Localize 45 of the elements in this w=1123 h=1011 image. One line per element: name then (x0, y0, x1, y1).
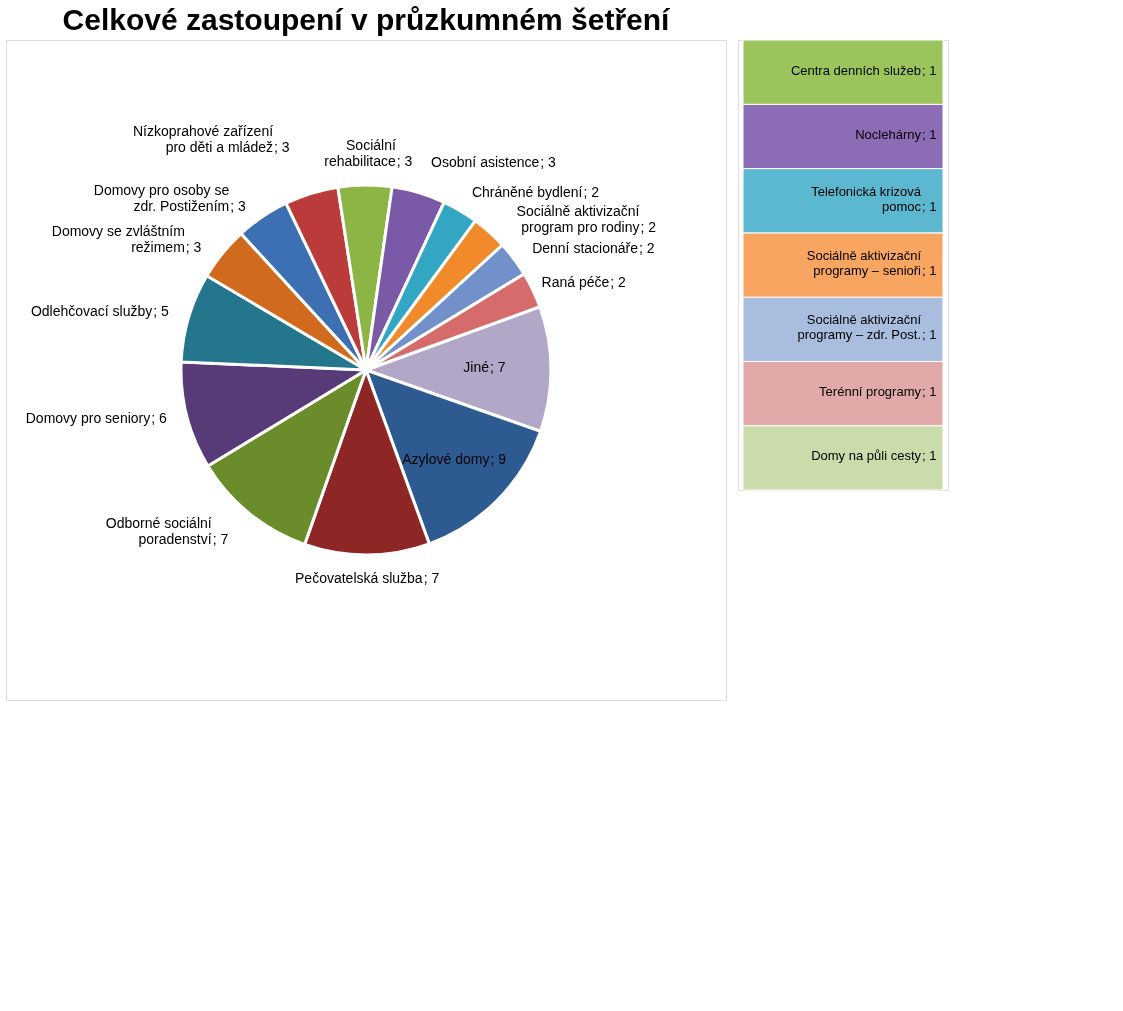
data-label: ; 6 (151, 409, 168, 426)
series-label: Centra denních služeb (790, 62, 921, 78)
data-label: ; 2 (610, 273, 627, 290)
data-label: ; 9 (490, 451, 507, 468)
series-label: Sociálně aktivizační programy – senioři (806, 248, 922, 278)
data-label: ; 1 (922, 384, 937, 400)
series-label: Noclehárny (855, 126, 922, 142)
data-label: ; 3 (540, 153, 557, 170)
slice-label: Jiné (463, 359, 490, 376)
data-label: ; 2 (640, 219, 657, 236)
data-label: ; 1 (922, 62, 937, 78)
data-label: ; 3 (274, 138, 290, 155)
slice-label: Osobní asistence (431, 153, 540, 170)
data-label: ; 1 (922, 126, 937, 142)
series-label: Sociálně aktivizační programy – zdr. Post. (797, 312, 922, 343)
data-label: ; 7 (490, 359, 506, 376)
slice-label: Pečovatelská služba (295, 570, 423, 586)
slice-label: Azylové domy (402, 451, 490, 468)
slice-label: Sociální rehabilitace (324, 137, 397, 169)
slice-label: Sociálně aktivizační program pro rodiny (516, 203, 640, 236)
data-label: ; 5 (153, 302, 170, 319)
data-label: ; 3 (185, 238, 202, 255)
slice-label: Domovy pro osoby se zdr. Postižením (93, 182, 230, 215)
data-label: ; 1 (922, 327, 937, 343)
series-label: Telefonická krizová pomoc (811, 183, 922, 214)
chart-title: Celkové zastoupení v průzkumném šetření (62, 3, 672, 36)
data-label: ; 3 (230, 198, 246, 215)
series-label: Domy na půli cesty (811, 448, 922, 464)
slice-label: Domovy pro seniory (25, 409, 151, 426)
slice-label: Odborné sociální poradenství (105, 515, 212, 548)
data-label: ; 7 (212, 531, 229, 548)
data-label: ; 1 (922, 198, 937, 214)
slice-label: Denní stacionáře (532, 239, 639, 256)
series-label: Terénní programy (819, 384, 922, 400)
slice-label: Nízkoprahové zařízení pro děti a mládež (133, 122, 274, 155)
data-label: ; 7 (423, 570, 440, 586)
slice-label: Domovy se zvláštním režimem (51, 222, 185, 255)
data-label: ; 1 (922, 263, 937, 278)
slice-label: Odlehčovací služby (30, 302, 153, 319)
slice-label: Raná péče (541, 273, 610, 290)
slice-label: Chráněné bydlení (471, 183, 583, 200)
data-label: ; 2 (638, 239, 655, 256)
data-label: ; 3 (396, 153, 413, 169)
data-label: ; 1 (922, 448, 937, 464)
data-label: ; 2 (583, 183, 600, 200)
